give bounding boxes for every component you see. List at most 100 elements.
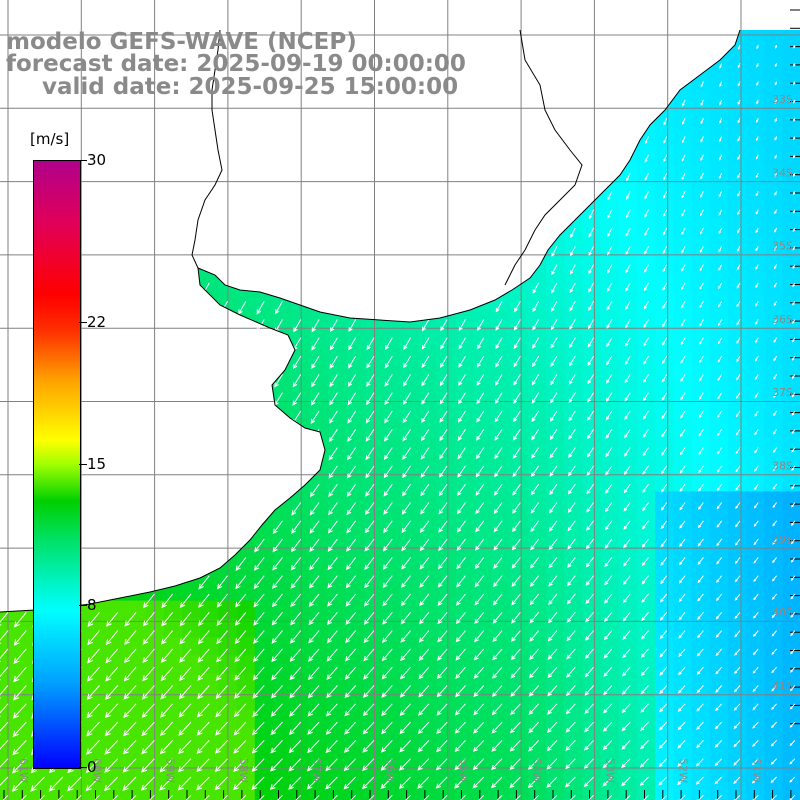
wind-cell [436,564,456,583]
wind-arrow [94,794,100,800]
wind-cell [455,527,474,547]
wind-cell [473,782,492,800]
wind-arrow [509,721,521,734]
wind-arrow [624,410,631,421]
wind-arrow [771,630,777,637]
wind-cell [564,582,583,602]
wind-cell [291,782,310,800]
wind-arrow [793,99,796,104]
wind-cell [436,582,456,602]
wind-arrow [659,794,668,800]
wind-cell [364,491,383,511]
wind-cell [309,491,329,511]
wind-cell [364,436,383,456]
wind-arrow [460,794,466,800]
wind-cell [709,309,729,329]
wind-arrow [272,520,283,535]
wind-cell [291,655,310,674]
wind-arrow [326,685,338,699]
wind-arrow [551,282,558,294]
wind-cell [637,273,656,292]
wind-cell [764,91,784,110]
wind-cell [655,291,674,310]
wind-cell [473,691,492,711]
wind-cell [618,400,638,420]
wind-cell [546,491,565,511]
wind-arrow [681,172,686,180]
wind-arrow [584,703,594,715]
wind-arrow [774,227,778,233]
wind-arrow [417,776,430,789]
wind-cell [509,582,529,602]
wind-cell [400,546,420,565]
wind-arrow [735,465,741,473]
wind-arrow [605,410,613,421]
wind-arrow [307,703,320,717]
wind-cell [746,163,765,183]
wind-cell [345,655,365,674]
wind-arrow [755,209,759,215]
wind-arrow [752,630,759,637]
wind-cell [291,327,310,347]
wind-arrow [399,740,411,753]
wind-arrow [474,575,485,588]
wind-cell [691,364,711,383]
wind-cell [782,254,800,274]
wind-arrow [161,611,174,627]
wind-cell [728,436,747,456]
wind-cell [582,436,602,456]
wind-cell [400,709,420,729]
wind-arrow [752,648,759,656]
wind-cell [91,728,110,747]
wind-arrow [772,465,778,472]
wind-arrow [621,776,631,787]
wind-arrow [381,648,393,662]
wind-arrow [457,447,466,460]
wind-arrow [440,319,448,332]
wind-arrow [662,319,668,328]
wind-arrow [603,630,613,641]
wind-arrow [550,319,558,331]
wind-arrow [681,246,686,254]
wind-cell [18,618,37,638]
wind-cell [273,527,292,547]
wind-cell [764,637,784,656]
wind-arrow [365,447,375,461]
wind-cell [527,400,547,420]
wind-arrow [309,520,320,534]
wind-arrow [364,538,375,552]
wind-cell [418,364,438,383]
wind-arrow [326,611,338,626]
wind-cell [655,455,674,474]
lat-label: 36S [772,313,793,326]
wind-arrow [716,575,723,583]
wind-cell [746,218,765,238]
wind-cell [709,236,729,256]
wind-cell [491,673,511,693]
wind-cell [509,637,529,656]
wind-cell [764,491,784,511]
wind-arrow [474,593,485,606]
wind-cell [254,655,274,674]
wind-cell [509,546,529,565]
wind-arrow [436,685,448,698]
wind-cell [655,691,674,711]
wind-arrow [736,300,741,308]
wind-arrow [513,355,521,368]
wind-arrow [252,703,265,718]
wind-cell [418,345,438,365]
wind-cell [746,418,765,438]
wind-cell [728,637,747,656]
wind-arrow [0,611,9,626]
country-border [191,29,583,286]
wind-arrow [585,575,594,586]
wind-cell [709,728,729,747]
wind-cell [709,327,729,347]
wind-cell [182,673,201,693]
wind-cell [509,728,529,747]
wind-cell [618,473,638,492]
wind-cell [491,473,511,492]
wind-cell [582,600,602,620]
colorbar [33,160,81,769]
wind-arrow [474,557,485,570]
